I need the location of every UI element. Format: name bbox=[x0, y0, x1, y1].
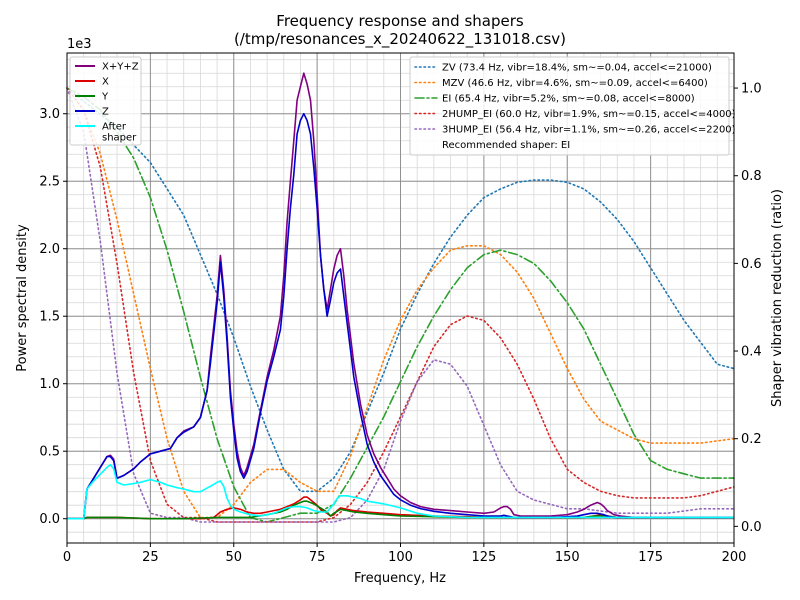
legend-psd-box bbox=[69, 56, 142, 146]
x-axis-label: Frequency, Hz bbox=[354, 571, 446, 586]
shaper-line-3hump-ei bbox=[66, 87, 735, 523]
legend-psd-label: Y bbox=[101, 92, 109, 103]
y-tick-label: 1.0 bbox=[39, 377, 60, 392]
x-tick-label: 25 bbox=[142, 550, 159, 565]
shaper-line-mzv bbox=[66, 87, 735, 519]
y-tick-label: 1.5 bbox=[39, 310, 60, 325]
shaper-line-2hump-ei bbox=[66, 87, 735, 523]
y-tick-label: 2.0 bbox=[39, 242, 60, 257]
x-tick-label: 100 bbox=[388, 550, 413, 565]
legend-shaper-label: 2HUMP_EI (60.0 Hz, vibr=1.9%, sm~=0.15, … bbox=[442, 109, 736, 120]
psd-line-after-shaper bbox=[67, 463, 734, 520]
x-tick-label: 0 bbox=[63, 550, 71, 565]
x-tick-label: 175 bbox=[638, 550, 663, 565]
recommended-shaper-label: Recommended shaper: EI bbox=[442, 140, 570, 151]
legend-psd-label: After bbox=[102, 122, 127, 133]
axes: 0 25 50 75 100 125 150 175 200 0.0 0.5 1.0 1.5 2.0 2.5… bbox=[39, 82, 761, 565]
legend-shaper-label: 3HUMP_EI (56.4 Hz, vibr=1.1%, sm~=0.26, … bbox=[442, 125, 736, 136]
y2-tick-label: 0.8 bbox=[741, 169, 762, 184]
y2-tick-label: 0.2 bbox=[741, 432, 762, 447]
legend-psd-label: X+Y+Z bbox=[102, 62, 139, 73]
x-tick-label: 75 bbox=[309, 550, 326, 565]
y-tick-label: 0.0 bbox=[39, 512, 60, 527]
x-tick-label: 150 bbox=[555, 550, 580, 565]
legend-shaper-label: EI (65.4 Hz, vibr=5.2%, sm~=0.08, accel<… bbox=[442, 94, 695, 105]
x-tick-label: 50 bbox=[225, 550, 242, 565]
legend-shaper-label: MZV (46.6 Hz, vibr=4.6%, sm~=0.09, accel… bbox=[442, 78, 708, 89]
y2-tick-label: 0.6 bbox=[741, 257, 762, 272]
y-tick-label: 2.5 bbox=[39, 175, 60, 190]
x-tick-label: 200 bbox=[722, 550, 747, 565]
shaper-lines bbox=[66, 87, 735, 523]
chart-subtitle: (/tmp/resonances_x_20240622_131018.csv) bbox=[234, 30, 566, 49]
shaper-line-zv bbox=[66, 87, 735, 493]
y2-tick-label: 0.4 bbox=[741, 345, 762, 360]
y2-tick-label: 0.0 bbox=[741, 520, 762, 535]
chart-title: Frequency response and shapers bbox=[276, 12, 524, 30]
psd-lines bbox=[67, 72, 734, 520]
y2-axis-label: Shaper vibration reduction (ratio) bbox=[770, 189, 785, 407]
legend-psd-label: shaper bbox=[102, 133, 137, 144]
psd-line-z bbox=[67, 112, 734, 520]
y-offset-label: 1e3 bbox=[67, 37, 92, 52]
legend-psd-label: X bbox=[102, 77, 109, 88]
legend-shaper-label: ZV (73.4 Hz, vibr=18.4%, sm~=0.04, accel… bbox=[442, 63, 712, 74]
y2-tick-label: 1.0 bbox=[741, 82, 762, 97]
legend-shapers: ZV (73.4 Hz, vibr=18.4%, sm~=0.04, accel… bbox=[409, 56, 736, 156]
shaper-line-ei bbox=[66, 87, 735, 523]
x-tick-label: 125 bbox=[471, 550, 496, 565]
y-tick-label: 0.5 bbox=[39, 445, 60, 460]
y-tick-label: 3.0 bbox=[39, 107, 60, 122]
legend-psd-label: Z bbox=[102, 107, 109, 118]
legend-shapers-box bbox=[409, 56, 730, 156]
y-axis-label: Power spectral density bbox=[15, 224, 30, 372]
